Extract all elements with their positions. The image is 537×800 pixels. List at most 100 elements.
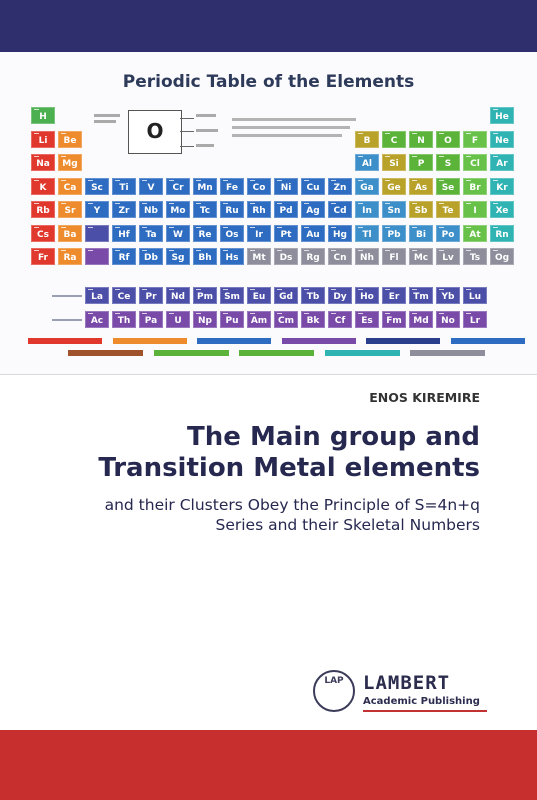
- element-cell-as: As: [409, 177, 433, 195]
- element-cell-mc: Mc: [409, 248, 433, 265]
- element-cell-cu: Cu: [301, 177, 325, 195]
- author-name: ENOS KIREMIRE: [369, 390, 480, 405]
- book-subtitle-line: Series and their Skeletal Numbers: [215, 516, 480, 534]
- key-label-line: [196, 114, 216, 117]
- legend-swatch: [239, 350, 315, 356]
- element-cell-sm: Sm: [220, 287, 244, 304]
- element-key-box: O: [128, 110, 182, 154]
- element-cell-tb: Tb: [301, 287, 325, 304]
- element-cell-s: S: [436, 154, 460, 171]
- f-block-placeholder: [85, 248, 109, 265]
- element-cell-au: Au: [301, 224, 325, 242]
- publisher-underline: [363, 710, 487, 712]
- f-block-placeholder: [85, 224, 109, 242]
- element-cell-c: C: [382, 130, 406, 148]
- element-cell-o: O: [436, 130, 460, 148]
- element-cell-hs: Hs: [220, 248, 244, 265]
- element-cell-he: He: [490, 107, 514, 124]
- element-cell-pd: Pd: [274, 201, 298, 218]
- key-connector: [180, 118, 194, 119]
- element-cell-ti: Ti: [112, 177, 136, 195]
- description-line: [232, 134, 342, 137]
- element-cell-eu: Eu: [247, 287, 271, 304]
- element-cell-cm: Cm: [274, 310, 298, 328]
- element-cell-k: K: [31, 177, 55, 195]
- element-cell-ga: Ga: [355, 177, 379, 195]
- element-cell-cr: Cr: [166, 177, 190, 195]
- element-cell-lv: Lv: [436, 248, 460, 265]
- publisher-seal-text: LAP: [324, 676, 344, 686]
- element-cell-sg: Sg: [166, 248, 190, 265]
- element-cell-zr: Zr: [112, 201, 136, 218]
- element-cell-bi: Bi: [409, 224, 433, 242]
- element-cell-ds: Ds: [274, 248, 298, 265]
- element-cell-ge: Ge: [382, 177, 406, 195]
- element-cell-rg: Rg: [301, 248, 325, 265]
- element-cell-y: Y: [85, 201, 109, 218]
- legend-swatch: [410, 350, 486, 356]
- element-cell-i: I: [463, 201, 487, 218]
- element-cell-li: Li: [31, 130, 55, 148]
- element-cell-rb: Rb: [31, 201, 55, 218]
- element-cell-re: Re: [193, 224, 217, 242]
- element-cell-pt: Pt: [274, 224, 298, 242]
- book-title-line: Transition Metal elements: [98, 453, 480, 483]
- element-cell-ne: Ne: [490, 130, 514, 148]
- element-cell-fr: Fr: [31, 248, 55, 265]
- element-cell-bh: Bh: [193, 248, 217, 265]
- element-cell-fl: Fl: [382, 248, 406, 265]
- element-cell-nd: Nd: [166, 287, 190, 304]
- element-cell-n: N: [409, 130, 433, 148]
- element-cell-pr: Pr: [139, 287, 163, 304]
- element-cell-ir: Ir: [247, 224, 271, 242]
- key-connector: [180, 131, 194, 132]
- element-cell-ni: Ni: [274, 177, 298, 195]
- element-cell-tl: Tl: [355, 224, 379, 242]
- element-cell-na: Na: [31, 154, 55, 171]
- bottom-color-band: [0, 730, 537, 800]
- element-cell-cn: Cn: [328, 248, 352, 265]
- element-cell-at: At: [463, 224, 487, 242]
- element-cell-cd: Cd: [328, 201, 352, 218]
- element-cell-f: F: [463, 130, 487, 148]
- periodic-table-figure: Periodic Table of the Elements O H He Li Be…: [0, 52, 537, 375]
- element-cell-gd: Gd: [274, 287, 298, 304]
- element-cell-ac: Ac: [85, 310, 109, 328]
- element-cell-hf: Hf: [112, 224, 136, 242]
- legend-swatch: [366, 338, 441, 344]
- element-cell-cf: Cf: [328, 310, 352, 328]
- element-cell-rf: Rf: [112, 248, 136, 265]
- element-cell-co: Co: [247, 177, 271, 195]
- element-cell-ca: Ca: [58, 177, 82, 195]
- book-subtitle-line: and their Clusters Obey the Principle of…: [104, 496, 480, 514]
- element-cell-si: Si: [382, 154, 406, 171]
- element-cell-sc: Sc: [85, 177, 109, 195]
- element-cell-nh: Nh: [355, 248, 379, 265]
- element-cell-xe: Xe: [490, 201, 514, 218]
- element-cell-h: H: [31, 107, 55, 124]
- element-cell-og: Og: [490, 248, 514, 265]
- top-color-band: [0, 0, 537, 52]
- element-cell-mn: Mn: [193, 177, 217, 195]
- element-cell-pu: Pu: [220, 310, 244, 328]
- legend-swatch: [112, 338, 187, 344]
- element-cell-mg: Mg: [58, 154, 82, 171]
- element-cell-th: Th: [112, 310, 136, 328]
- element-cell-am: Am: [247, 310, 271, 328]
- element-cell-ts: Ts: [463, 248, 487, 265]
- publisher-subname: Academic Publishing: [363, 696, 480, 707]
- element-cell-w: W: [166, 224, 190, 242]
- publisher-name: LAMBERT: [363, 672, 451, 694]
- element-cell-rn: Rn: [490, 224, 514, 242]
- key-label-line: [196, 144, 214, 147]
- element-cell-pm: Pm: [193, 287, 217, 304]
- element-cell-tm: Tm: [409, 287, 433, 304]
- element-cell-ra: Ra: [58, 248, 82, 265]
- f-block-row-label: [52, 318, 82, 321]
- element-cell-be: Be: [58, 130, 82, 148]
- element-cell-ag: Ag: [301, 201, 325, 218]
- legend-swatch: [324, 350, 400, 356]
- element-cell-es: Es: [355, 310, 379, 328]
- element-cell-po: Po: [436, 224, 460, 242]
- element-cell-er: Er: [382, 287, 406, 304]
